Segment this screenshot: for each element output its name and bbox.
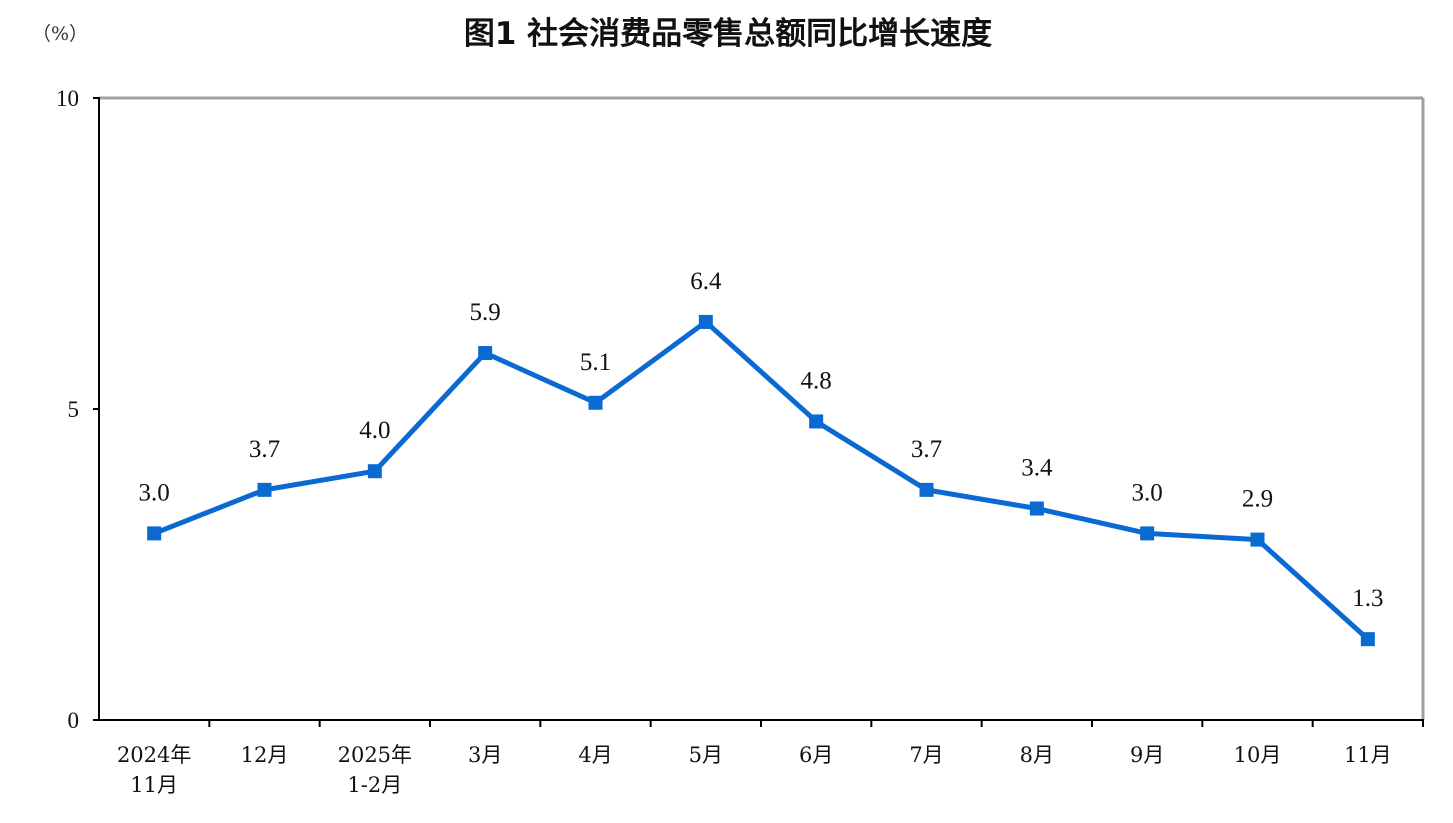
plot-frame (99, 96, 1425, 720)
y-tick-label: 10 (56, 86, 79, 111)
x-tick-label: 5月 (689, 743, 723, 767)
series-line-group (147, 314, 1375, 647)
data-point-marker (478, 346, 493, 361)
data-point-marker (1360, 632, 1375, 647)
x-tick-label: 2025年 (338, 743, 412, 767)
data-label: 3.4 (1021, 455, 1053, 482)
x-tick-label: 1-2月 (347, 773, 402, 797)
x-tick-label: 11月 (130, 773, 178, 797)
data-point-marker (588, 395, 603, 410)
x-tick-label: 2024年 (117, 743, 191, 767)
data-label: 5.9 (470, 299, 501, 326)
data-label: 2.9 (1242, 486, 1273, 513)
data-label: 1.3 (1352, 585, 1383, 612)
x-tick-label: 8月 (1020, 743, 1054, 767)
x-tick-label: 6月 (799, 743, 833, 767)
x-tick-label: 10月 (1234, 743, 1282, 767)
data-point-marker (257, 482, 272, 497)
data-point-marker (698, 314, 713, 329)
x-tick-label: 7月 (909, 743, 943, 767)
data-label: 4.0 (359, 417, 390, 444)
data-label: 3.7 (911, 436, 942, 463)
x-tick-label: 12月 (241, 743, 289, 767)
chart-title: 图1 社会消费品零售总额同比增长速度 (464, 16, 992, 52)
data-label: 3.0 (1132, 479, 1163, 506)
data-point-marker (919, 482, 934, 497)
y-axis-unit-label: （%） (32, 23, 88, 45)
data-point-marker (367, 464, 382, 479)
data-point-marker (809, 414, 824, 429)
data-labels: 3.0 3.7 4.0 5.9 5.1 6.4 4.8 3.7 3.4 3.0 2.9 1.3 (139, 268, 1384, 612)
axes: 0 5 10 2024年 11月 12月 2025年 1-2月 3月 4月 5月 6月 7月 8月 9月 10… (56, 86, 1424, 797)
data-label: 6.4 (690, 268, 722, 295)
data-point-marker (1250, 532, 1265, 547)
y-tick-label: 5 (68, 397, 80, 422)
x-tick-label: 9月 (1130, 743, 1164, 767)
series-line (151, 319, 1371, 642)
y-tick-label: 0 (68, 708, 80, 733)
data-label: 5.1 (580, 349, 611, 376)
data-point-marker (1029, 501, 1044, 516)
x-tick-label: 3月 (468, 743, 502, 767)
data-label: 4.8 (801, 367, 832, 394)
x-tick-label: 11月 (1344, 743, 1392, 767)
data-label: 3.0 (139, 479, 170, 506)
data-point-marker (1140, 526, 1155, 541)
x-tick-label: 4月 (578, 743, 612, 767)
data-point-marker (147, 526, 162, 541)
data-label: 3.7 (249, 436, 280, 463)
